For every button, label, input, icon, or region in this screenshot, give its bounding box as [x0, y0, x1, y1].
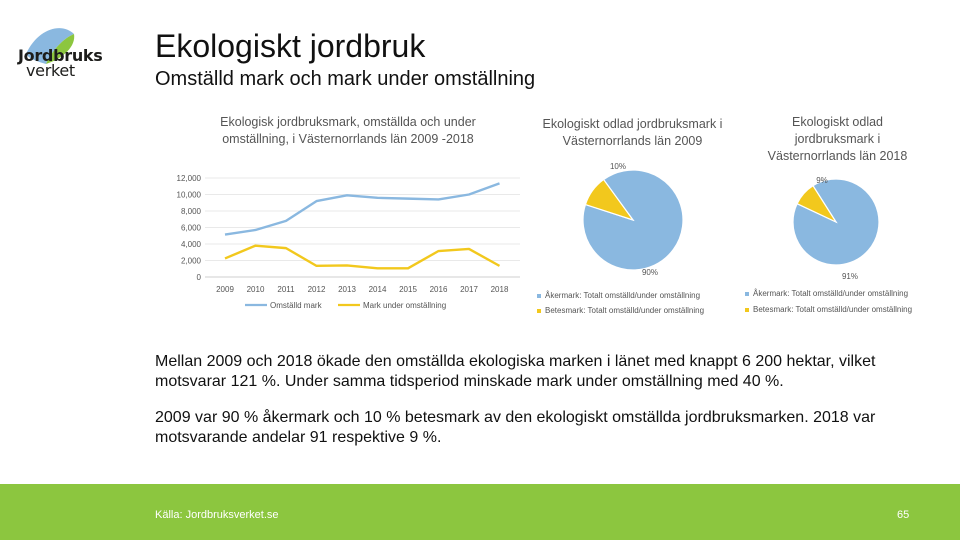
x-tick-label: 2017 [460, 285, 478, 294]
legend-label: Omställd mark [270, 301, 323, 310]
series-line-omstalld-mark [224, 182, 500, 236]
pie-2018-legend-bet: Betesmark: Totalt omställd/under omställ… [745, 305, 912, 314]
pie-data-label: 91% [842, 272, 858, 281]
y-tick-label: 4,000 [181, 240, 202, 249]
legend-label: Mark under omställning [363, 301, 446, 310]
x-tick-label: 2011 [277, 285, 295, 294]
x-tick-label: 2012 [308, 285, 326, 294]
logo-line2: verket [26, 61, 75, 80]
footer-bar [0, 484, 960, 540]
x-tick-label: 2010 [247, 285, 265, 294]
pie-data-label: 10% [610, 162, 626, 171]
jordbruksverket-logo [26, 28, 75, 64]
charts-canvas: 12,000 10,000 8,000 6,000 4,000 2,000 0 2009 201… [177, 162, 880, 310]
logo-line1: Jordbruks [18, 46, 103, 65]
y-tick-label: 10,000 [177, 191, 202, 200]
pie-slice-betesmark [584, 178, 635, 222]
y-tick-label: 12,000 [177, 174, 202, 183]
pie-2009-legend-ak: Åkermark: Totalt omställd/under omställn… [537, 291, 700, 300]
legend-swatch-yellow [745, 307, 749, 312]
x-tick-label: 2018 [491, 285, 509, 294]
page-title: Ekologiskt jordbruk [155, 28, 426, 64]
legend-swatch-blue [537, 293, 541, 298]
page-number: 65 [897, 509, 910, 521]
pie-2009-title: Ekologiskt odlad jordbruksmark i Västern… [542, 117, 723, 148]
logo-wordmark: Jordbruks verket [18, 46, 103, 80]
pie-data-label: 9% [816, 176, 828, 185]
body-paragraph-2: 2009 var 90 % åkermark och 10 % betesmar… [155, 409, 876, 446]
series-line-mark-under-omstallning [224, 244, 501, 270]
x-tick-label: 2013 [338, 285, 356, 294]
y-tick-label: 2,000 [181, 257, 202, 266]
pie-2018-title: Ekologiskt odlad jordbruksmark i Västern… [767, 115, 908, 163]
legend-swatch-yellow [537, 308, 541, 313]
body-paragraph-1: Mellan 2009 och 2018 ökade den omställda… [155, 353, 876, 390]
x-tick-label: 2009 [216, 285, 234, 294]
y-tick-label: 6,000 [181, 224, 202, 233]
legend-swatch-blue [745, 291, 749, 296]
pie-2009-legend-bet: Betesmark: Totalt omställd/under omställ… [537, 306, 704, 315]
pie-data-label: 90% [642, 268, 658, 277]
y-tick-label: 8,000 [181, 207, 202, 216]
footer-source: Källa: Jordbruksverket.se [155, 509, 279, 521]
page-subtitle: Omställd mark och mark under omställning [155, 68, 536, 90]
x-tick-label: 2015 [399, 285, 417, 294]
pie-slice-betesmark [796, 184, 838, 224]
pie-2018-legend-ak: Åkermark: Totalt omställd/under omställn… [745, 289, 908, 298]
x-tick-label: 2016 [430, 285, 448, 294]
y-tick-label: 0 [197, 273, 202, 282]
line-chart-title: Ekologisk jordbruksmark, omställda och u… [220, 115, 476, 146]
x-tick-label: 2014 [369, 285, 387, 294]
